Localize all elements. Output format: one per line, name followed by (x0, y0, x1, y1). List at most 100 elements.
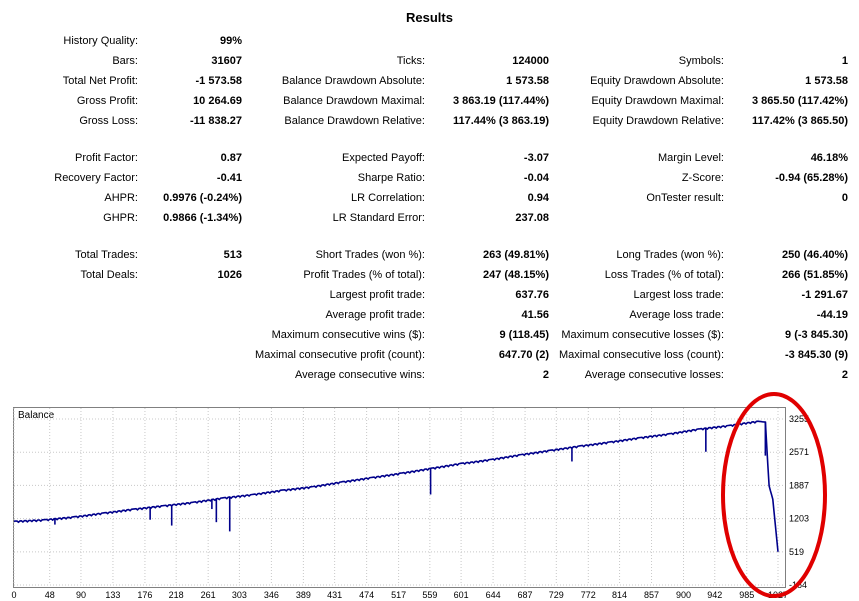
col2-value: 2 (542, 369, 549, 381)
x-tick-label: 687 (518, 590, 533, 600)
x-tick-label: 303 (232, 590, 247, 600)
x-tick-label: 431 (327, 590, 342, 600)
col3-value: 1 573.58 (805, 75, 848, 87)
x-tick-label: 261 (201, 590, 216, 600)
col1-value: -11 838.27 (190, 115, 242, 127)
col3-label: OnTester result: (646, 192, 724, 204)
col1-label: AHPR: (104, 192, 138, 204)
col2-label: Ticks: (396, 55, 425, 67)
chart-title: Balance (18, 410, 55, 421)
col2-label: Sharpe Ratio: (357, 172, 425, 184)
col3-label: Average loss trade: (629, 309, 724, 321)
x-tick-label: 133 (105, 590, 120, 600)
col3-value: -1 291.67 (801, 289, 848, 301)
col2-value: -3.07 (523, 152, 549, 164)
col3-value: -0.94 (65.28%) (775, 172, 848, 184)
x-tick-label: 857 (644, 590, 659, 600)
col2-value: 9 (118.45) (499, 329, 549, 341)
col1-value: -0.41 (216, 172, 242, 184)
col3-value: 9 (-3 845.30) (785, 329, 848, 341)
col2-value: 263 (49.81%) (482, 249, 549, 261)
col2-value: 41.56 (521, 309, 549, 321)
col3-value: 250 (46.40%) (781, 249, 848, 261)
col1-label: Profit Factor: (75, 152, 138, 164)
col1-label: Recovery Factor: (54, 172, 138, 184)
page-title: Results (406, 10, 453, 25)
col1-label: GHPR: (103, 212, 138, 224)
col3-label: Z-Score: (681, 172, 724, 184)
col2-value: 117.44% (3 863.19) (452, 115, 549, 127)
col3-value: 0 (841, 192, 848, 204)
x-tick-label: 559 (422, 590, 437, 600)
col3-label: Largest loss trade: (633, 289, 725, 301)
x-tick-label: 389 (296, 590, 311, 600)
col1-value: 0.87 (220, 152, 242, 164)
x-tick-label: 176 (137, 590, 152, 600)
col3-label: Equity Drawdown Relative: (592, 115, 724, 127)
col1-value: 10 264.69 (193, 95, 242, 107)
balance-line (13, 420, 779, 552)
col1-label: Total Net Profit: (62, 75, 138, 87)
x-tick-label: 772 (581, 590, 596, 600)
y-tick-label: 2571 (789, 447, 809, 457)
y-tick-label: 519 (789, 547, 804, 557)
y-tick-label: 1203 (789, 514, 809, 524)
x-tick-label: 517 (391, 590, 406, 600)
col1-label: Gross Profit: (76, 95, 138, 107)
col2-label: Largest profit trade: (329, 289, 425, 301)
x-tick-label: 985 (739, 590, 754, 600)
col2-label: Balance Drawdown Relative: (284, 115, 425, 127)
col2-value: -0.04 (523, 172, 549, 184)
col1-value: 513 (223, 249, 242, 261)
col2-label: Expected Payoff: (342, 152, 425, 164)
x-tick-label: 900 (676, 590, 691, 600)
col2-label: Average profit trade: (325, 309, 425, 321)
x-tick-label: 346 (264, 590, 279, 600)
col1-value: 99% (219, 35, 242, 47)
col3-value: 2 (841, 369, 848, 381)
x-tick-label: 814 (612, 590, 627, 600)
col2-value: 247 (48.15%) (482, 269, 549, 281)
x-tick-label: 942 (707, 590, 722, 600)
col3-value: 117.42% (3 865.50) (751, 115, 848, 127)
col2-label: Average consecutive wins: (294, 369, 425, 381)
col2-value: 1 573.58 (506, 75, 549, 87)
col1-value: 1026 (217, 269, 242, 281)
x-tick-label: 218 (169, 590, 184, 600)
col3-label: Maximal consecutive loss (count): (558, 349, 724, 361)
col2-value: 647.70 (2) (498, 349, 549, 361)
col2-label: Maximum consecutive wins ($): (271, 329, 425, 341)
highlight-ellipse (721, 392, 827, 598)
col3-label: Maximum consecutive losses ($): (561, 329, 724, 341)
x-tick-label: 474 (359, 590, 374, 600)
col3-value: 1 (841, 55, 848, 67)
col1-label: Total Deals: (80, 269, 138, 281)
x-tick-label: 48 (45, 590, 55, 600)
col2-label: Balance Drawdown Absolute: (281, 75, 425, 87)
col1-value: -1 573.58 (195, 75, 242, 87)
col2-value: 237.08 (515, 212, 549, 224)
y-tick-label: 3255 (789, 414, 809, 424)
col3-label: Equity Drawdown Absolute: (590, 75, 724, 87)
x-tick-label: 90 (76, 590, 86, 600)
col2-label: Balance Drawdown Maximal: (283, 95, 425, 107)
col1-value: 0.9866 (-1.34%) (163, 212, 242, 224)
col3-value: 266 (51.85%) (781, 269, 848, 281)
col2-label: Profit Trades (% of total): (303, 269, 425, 281)
col1-label: Bars: (112, 55, 138, 67)
col3-value: -3 845.30 (9) (785, 349, 848, 361)
col2-value: 637.76 (515, 289, 549, 301)
col2-value: 0.94 (527, 192, 549, 204)
col2-label: Short Trades (won %): (315, 249, 425, 261)
col3-label: Symbols: (678, 55, 724, 67)
col3-label: Loss Trades (% of total): (604, 269, 724, 281)
col3-value: 46.18% (810, 152, 848, 164)
col1-label: History Quality: (63, 35, 138, 47)
x-tick-label: 729 (549, 590, 564, 600)
col1-value: 31607 (211, 55, 242, 67)
col2-value: 124000 (512, 55, 549, 67)
col2-value: 3 863.19 (117.44%) (452, 95, 549, 107)
col2-label: Maximal consecutive profit (count): (255, 349, 425, 361)
col3-label: Margin Level: (657, 152, 724, 164)
